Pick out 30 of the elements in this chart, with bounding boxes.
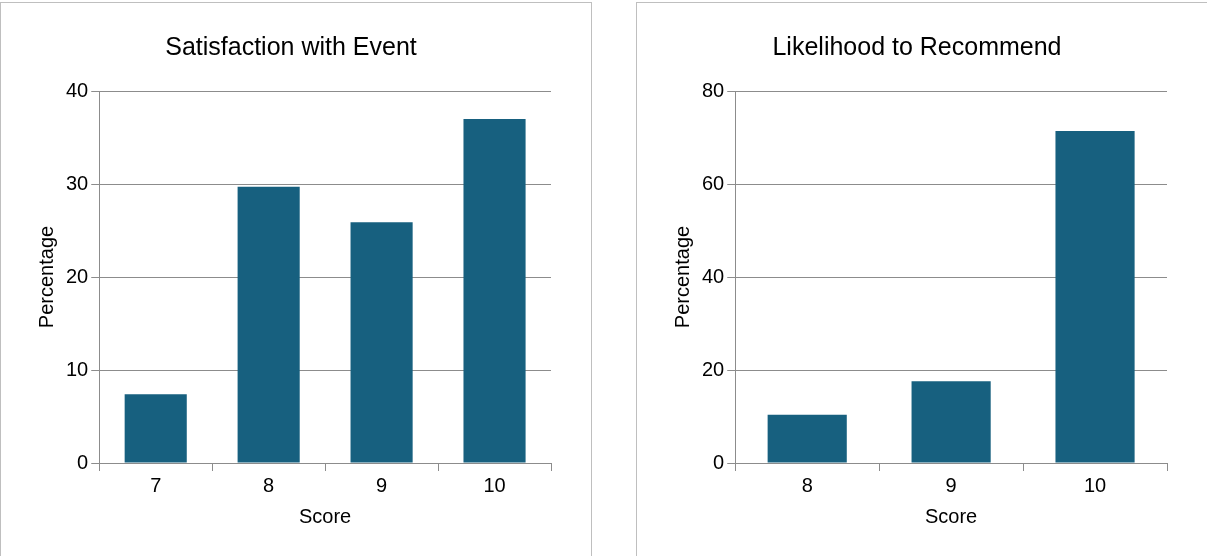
y-tick-label: 0 xyxy=(77,450,89,473)
y-tick-label: 20 xyxy=(702,357,725,380)
x-tick-label: 7 xyxy=(150,473,162,496)
y-axis-title: Percentage xyxy=(34,225,57,329)
x-tick-label: 10 xyxy=(1083,473,1107,496)
bar xyxy=(350,222,413,463)
bar xyxy=(237,186,300,463)
x-axis-title: Score xyxy=(925,504,978,527)
y-tick-label: 30 xyxy=(66,171,89,194)
y-tick-label: 60 xyxy=(702,171,725,194)
y-tick-label: 0 xyxy=(713,450,725,473)
x-tick-label: 10 xyxy=(483,473,506,496)
bar xyxy=(767,414,847,463)
x-tick-label: 8 xyxy=(801,473,813,496)
chart-title: Likelihood to Recommend xyxy=(772,31,1062,60)
bar xyxy=(1055,130,1135,463)
y-tick-label: 40 xyxy=(66,78,89,101)
x-tick-label: 9 xyxy=(945,473,957,496)
chart-title: Satisfaction with Event xyxy=(165,31,417,60)
y-tick-label: 20 xyxy=(66,264,89,287)
y-tick-label: 10 xyxy=(66,357,89,380)
bar xyxy=(124,394,187,463)
bar xyxy=(911,381,991,463)
x-tick-label: 9 xyxy=(376,473,388,496)
x-axis-title: Score xyxy=(299,504,352,527)
y-tick-label: 40 xyxy=(702,264,725,287)
x-tick-label: 8 xyxy=(263,473,275,496)
bar xyxy=(463,118,526,463)
y-axis-title: Percentage xyxy=(670,225,693,329)
y-tick-label: 80 xyxy=(702,78,725,101)
